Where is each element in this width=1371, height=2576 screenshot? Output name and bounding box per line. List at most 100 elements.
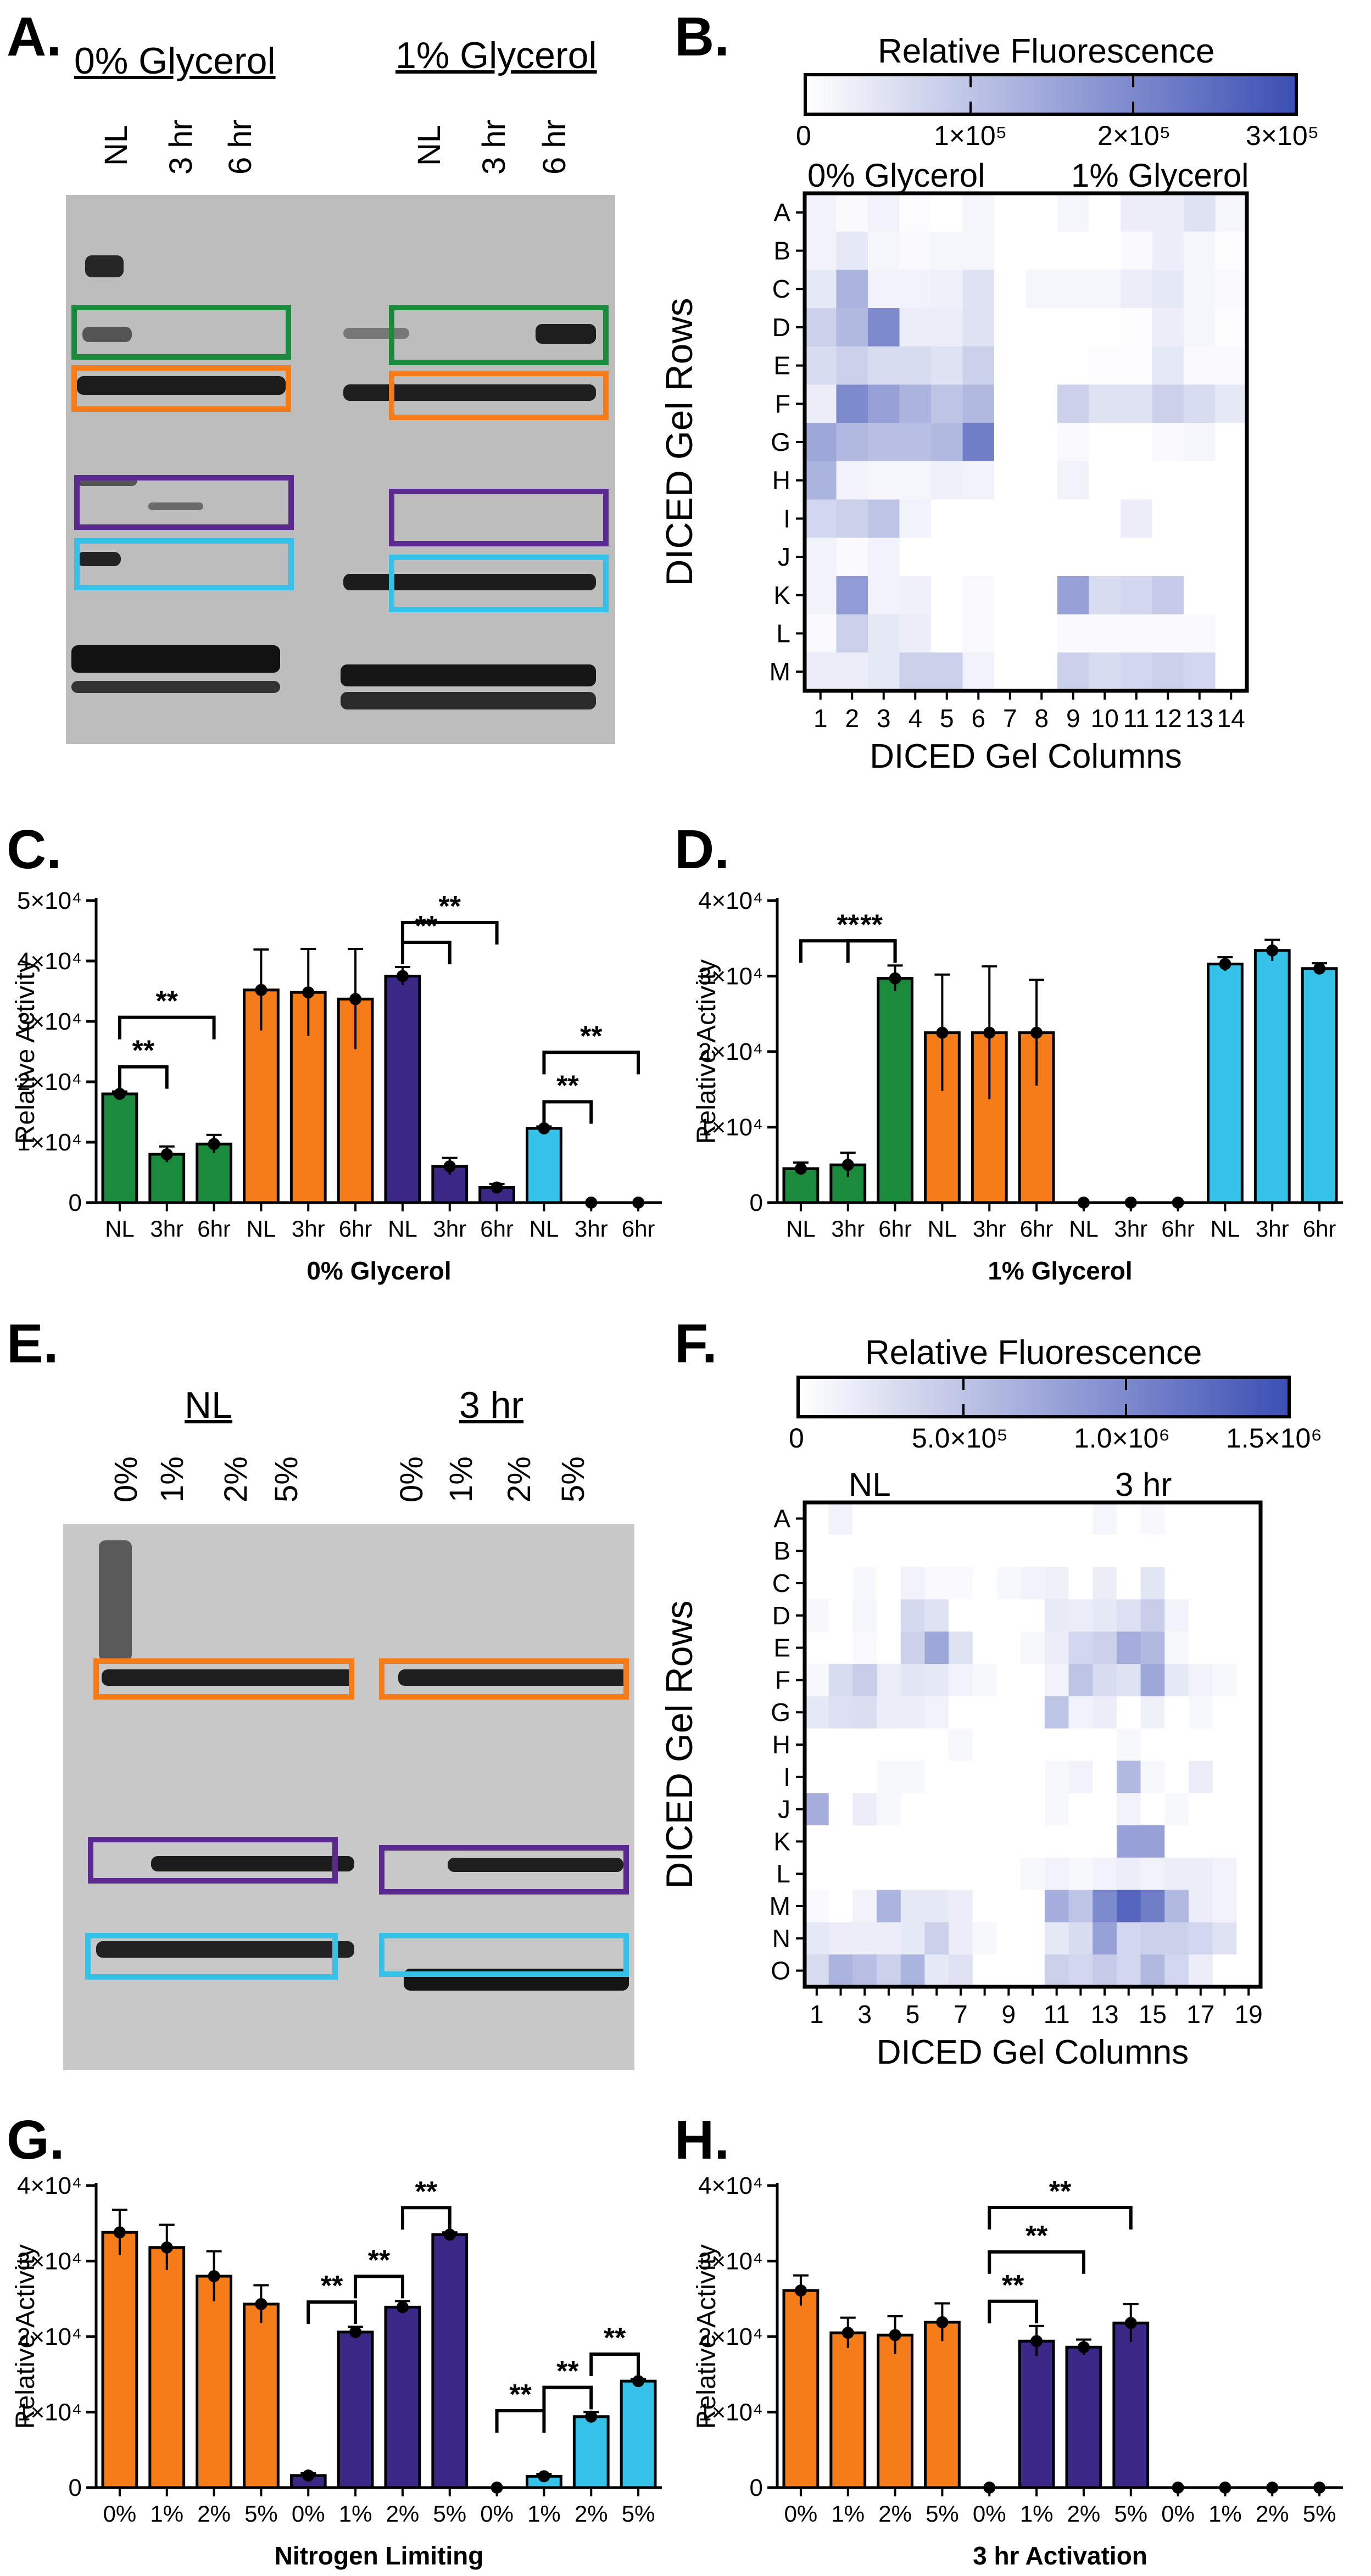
x-tick-label: 6hr [339,1216,372,1242]
bar-chart-h: 0 1×10⁴ 2×10⁴ 3×10⁴ 4×10⁴ Relative Activity 0%… [692,2172,1343,2570]
heatmap-cell [931,652,963,691]
x-tick-label: 2% [1067,2501,1101,2527]
data-point [443,2228,456,2241]
heatmap-cell [868,270,900,309]
panel-letter-f: F. [675,1313,717,1374]
heatmap-cell [949,1728,973,1761]
heatmap-cell [805,193,837,232]
row-label: G [771,1698,790,1726]
heatmap-cell [1121,308,1152,347]
y-tick-label: 2×10⁴ [17,2323,82,2350]
heatmap-cell [828,1793,853,1826]
heatmap-cell [1236,1761,1261,1793]
bar-chart-g: 0 1×10⁴ 2×10⁴ 3×10⁴ 4×10⁴ Relative Activity 0%… [11,2172,662,2570]
heatmap-cell [1215,614,1247,653]
heatmap-cell [1093,1534,1117,1568]
heatmap-cell [924,1599,949,1632]
heatmap-cell [1068,1890,1093,1923]
heatmap-cell [899,423,932,462]
data-point [889,972,901,985]
data-point [1124,2317,1137,2329]
heatmap-cell [962,346,995,385]
heatmap-cell [1057,461,1089,500]
x-tick-label: 5% [926,2501,959,2527]
x-tick-label: 6hr [197,1216,231,1242]
row-label: B [773,237,790,265]
x-tick-label: 6hr [1161,1216,1195,1242]
data-point [255,2298,267,2310]
y-tick-label: 0 [69,2474,82,2501]
gel-band [99,1540,132,1661]
bar [196,1142,232,1204]
heatmap-cell [1152,614,1184,653]
y-tick-label: 4×10⁴ [698,887,763,914]
heatmap-cell [1121,423,1152,462]
heatmap-cell [1093,1664,1117,1697]
heatmap-cell [1089,384,1121,423]
column-label: 1 [813,704,828,733]
heatmap-cell [1215,461,1247,500]
heatmap-cell [972,1793,997,1826]
heatmap-cell [1140,1761,1165,1793]
x-tick-label: 5% [622,2501,655,2527]
heatmap-cell [852,1857,877,1891]
colorbar-tick: 1.0×10⁶ [1074,1423,1170,1454]
bar [478,1186,515,1204]
heatmap-cell [900,1664,925,1697]
heatmap-cell [1026,384,1058,423]
significance-bracket [400,921,499,945]
gel-band [96,1941,354,1958]
x-tick-label: 0% [103,2501,137,2527]
bar [337,2331,374,2489]
heatmap-cell [1164,1825,1189,1858]
heatmap-cell [836,461,868,500]
heatmap-cell [1212,1696,1237,1729]
gel-band [151,1856,354,1871]
heatmap-cell [1026,270,1058,309]
heatmap-cell [931,308,963,347]
heatmap-cell [868,614,900,653]
heatmap-cell [1089,231,1121,270]
orange-band-frame [389,371,609,420]
heatmap-cell [1068,1825,1093,1858]
heatmap-cell [1057,231,1089,270]
heatmap-cell [899,231,932,270]
x-tick-label: NL [1069,1216,1099,1242]
heatmap-cell [836,614,868,653]
x-tick-label: 3hr [433,1216,466,1242]
heatmap-cell [877,1502,901,1535]
heatmap-cell [924,1922,949,1955]
heatmap-cell [996,1954,1021,1987]
column-label: 8 [1034,704,1049,733]
x-tick-label: 3hr [575,1216,608,1242]
heatmap-cell [972,1825,997,1858]
x-tick-label: 2% [386,2501,420,2527]
gel-band [71,681,280,693]
heatmap-cell [1236,1664,1261,1697]
y-axis-label: Relative Activity [11,2244,40,2429]
row-label: O [771,1957,790,1985]
blue-band-frame [85,1933,338,1980]
x-tick-label: NL [1211,1216,1240,1242]
heatmap-cell [805,1502,829,1535]
heatmap-cell [1152,499,1184,538]
heatmap-cell [1164,1728,1189,1761]
column-label: 15 [1139,2000,1167,2029]
heatmap-cell [1121,614,1152,653]
column-label: 10 [1091,704,1119,733]
data-point [396,2301,409,2314]
heatmap-cell [1236,1793,1261,1826]
heatmap-cell [1121,538,1152,577]
heatmap-cell [1089,614,1121,653]
heatmap-cell [877,1825,901,1858]
heatmap-cell [1021,1599,1045,1632]
heatmap-cell [1068,1793,1093,1826]
heatmap-cell [1152,308,1184,347]
y-tick-label: 1×10⁴ [17,2399,82,2426]
colorbar-tick: 0 [796,120,811,151]
heatmap-cell [828,1567,853,1600]
heatmap-cell [972,1567,997,1600]
heatmap-cell [899,499,932,538]
heatmap-cell [1188,1502,1213,1535]
heatmap-cell [1152,538,1184,577]
